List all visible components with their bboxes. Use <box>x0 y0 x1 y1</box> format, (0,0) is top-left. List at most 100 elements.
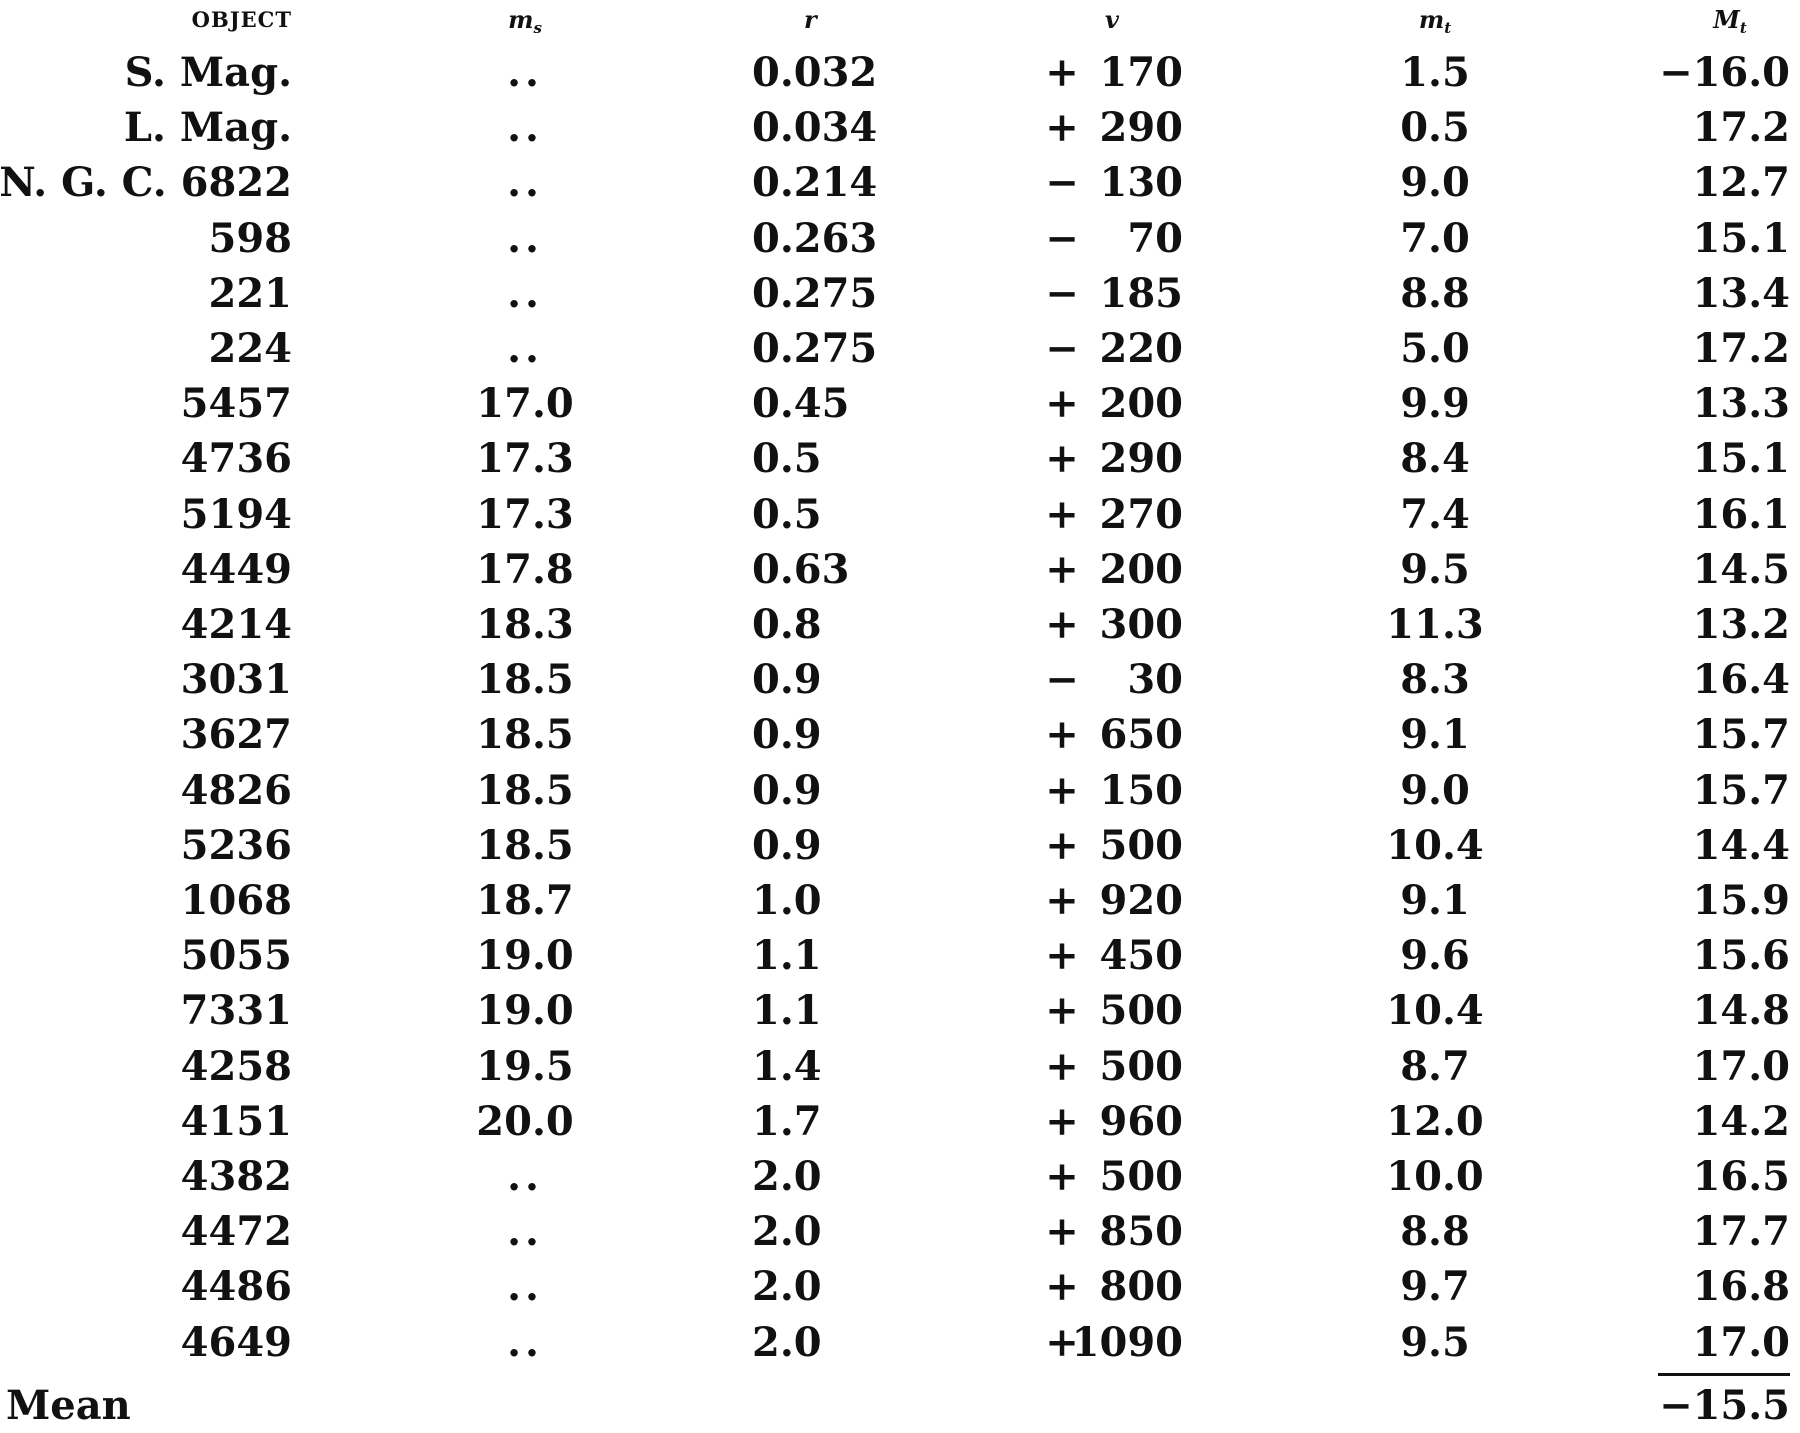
v-value-cell: 30 <box>1127 656 1183 704</box>
table-row: 598.. 0.263 −70 7.0 15.1 <box>0 211 1800 266</box>
mt-cell: 9.1 <box>1400 711 1470 759</box>
object-cell: 221 <box>208 269 293 317</box>
ms-cell: 19.5 <box>476 1042 574 1090</box>
r-cell: 0.5 <box>752 435 822 483</box>
object-cell: 224 <box>208 325 293 372</box>
ms-cell: 17.8 <box>476 545 574 593</box>
sum-rule <box>1658 1373 1790 1376</box>
object-cell: 5457 <box>180 380 292 428</box>
table-row: 5055 19.0 1.1 +450 9.6 15.6 <box>0 928 1800 983</box>
mean-label: Mean <box>6 1382 131 1429</box>
Mt-cell: 13.3 <box>1692 380 1790 428</box>
object-cell: 3627 <box>180 711 292 759</box>
mt-cell: 9.6 <box>1400 932 1470 980</box>
table-row: 4449 17.8 0.63 +200 9.5 14.5 <box>0 542 1800 597</box>
r-cell: 0.275 <box>752 269 878 317</box>
v-sign-cell: − <box>1045 325 1079 372</box>
object-cell: 598 <box>208 214 293 262</box>
r-cell: 1.0 <box>752 877 822 924</box>
ms-cell: 18.5 <box>476 656 574 704</box>
object-cell: L. Mag. <box>123 104 292 152</box>
r-cell: 0.214 <box>752 159 878 207</box>
mt-cell: 8.4 <box>1400 435 1470 483</box>
v-sign-cell: + <box>1045 1208 1079 1256</box>
v-sign-cell: − <box>1045 214 1079 262</box>
r-cell: 0.9 <box>752 766 822 814</box>
object-cell: 4472 <box>180 1208 292 1256</box>
Mt-cell: 15.7 <box>1692 766 1790 814</box>
mt-cell: 9.0 <box>1400 159 1470 207</box>
v-value-cell: 920 <box>1099 877 1184 924</box>
table-row: 5194 17.3 0.5 +270 7.4 16.1 <box>0 487 1800 542</box>
v-value-cell: 650 <box>1099 711 1184 759</box>
object-cell: 5236 <box>180 821 292 869</box>
object-cell: 4258 <box>180 1042 292 1090</box>
table-row: 5236 18.5 0.9 +500 10.4 14.4 <box>0 818 1800 873</box>
v-sign-cell: − <box>1045 656 1079 704</box>
table-row: 7331 19.0 1.1 +500 10.4 14.8 <box>0 983 1800 1038</box>
table-row: 221.. 0.275 −185 8.8 13.4 <box>0 266 1800 321</box>
v-sign-cell: + <box>1045 821 1079 869</box>
object-cell: S. Mag. <box>124 49 292 96</box>
r-cell: 0.9 <box>752 656 822 704</box>
r-cell: 2.0 <box>752 1153 822 1200</box>
Mt-cell: 14.4 <box>1692 821 1790 869</box>
mean-value: −15.5 <box>1659 1382 1790 1429</box>
ms-cell: 18.5 <box>476 821 574 869</box>
v-value-cell: 130 <box>1099 159 1184 207</box>
Mt-cell: 16.4 <box>1692 656 1790 704</box>
v-sign-cell: + <box>1045 1318 1079 1366</box>
Mt-cell: 13.4 <box>1692 269 1790 317</box>
ms-cell: 17.3 <box>476 490 574 538</box>
ms-cell: 19.0 <box>476 932 574 980</box>
v-value-cell: 450 <box>1099 932 1184 980</box>
mt-cell: 10.0 <box>1386 1153 1484 1200</box>
mt-cell: 9.5 <box>1400 1318 1470 1366</box>
ms-cell: 18.7 <box>476 877 574 924</box>
object-cell: 5194 <box>180 490 292 538</box>
ms-cell: .. <box>507 159 543 207</box>
mt-cell: 9.1 <box>1400 877 1470 924</box>
object-cell: 4649 <box>180 1318 292 1366</box>
r-cell: 0.9 <box>752 711 822 759</box>
v-sign-cell: + <box>1045 1097 1079 1145</box>
Mt-cell: 17.2 <box>1692 325 1790 372</box>
r-cell: 0.032 <box>752 49 878 96</box>
Mt-cell: 17.2 <box>1692 104 1790 152</box>
Mt-cell: 17.0 <box>1692 1042 1790 1090</box>
r-cell: 0.63 <box>752 545 850 593</box>
object-cell: 4736 <box>180 435 292 483</box>
table-row: 4214 18.3 0.8 +300 11.3 13.2 <box>0 597 1800 652</box>
header-v: v <box>1105 5 1119 34</box>
table-row: 4486.. 2.0 +800 9.7 16.8 <box>0 1259 1800 1314</box>
table-row: 3627 18.5 0.9 +650 9.1 15.7 <box>0 707 1800 762</box>
Mt-cell: 15.7 <box>1692 711 1790 759</box>
object-cell: 4826 <box>180 766 292 814</box>
r-cell: 0.034 <box>752 104 878 152</box>
table-row: 224.. 0.275 −220 5.0 17.2 <box>0 321 1800 376</box>
v-sign-cell: + <box>1045 601 1079 648</box>
v-value-cell: 500 <box>1099 1153 1184 1200</box>
Mt-cell: 16.8 <box>1692 1263 1790 1311</box>
v-value-cell: 200 <box>1099 545 1184 593</box>
v-value-cell: 185 <box>1099 269 1184 317</box>
mt-cell: 9.9 <box>1400 380 1470 428</box>
mt-cell: 9.7 <box>1400 1263 1470 1311</box>
v-sign-cell: + <box>1045 435 1079 483</box>
v-sign-cell: + <box>1045 766 1079 814</box>
table-row: 3031 18.5 0.9 −30 8.3 16.4 <box>0 652 1800 707</box>
Mt-cell: 15.1 <box>1692 214 1790 262</box>
header-Mt: Mt <box>1713 5 1747 37</box>
ms-cell: 18.5 <box>476 766 574 814</box>
r-cell: 0.45 <box>752 380 850 428</box>
Mt-cell: 13.2 <box>1692 601 1790 648</box>
v-sign-cell: + <box>1045 877 1079 924</box>
mt-cell: 10.4 <box>1386 821 1484 869</box>
Mt-cell: 16.5 <box>1692 1153 1790 1200</box>
object-cell: 4486 <box>180 1263 292 1311</box>
mt-cell: 1.5 <box>1400 49 1470 96</box>
table-row: 4472.. 2.0 +850 8.8 17.7 <box>0 1204 1800 1259</box>
table-row: 5457 17.0 0.45 +200 9.9 13.3 <box>0 376 1800 431</box>
table-row: 4649.. 2.0 +1090 9.5 17.0 <box>0 1315 1800 1370</box>
